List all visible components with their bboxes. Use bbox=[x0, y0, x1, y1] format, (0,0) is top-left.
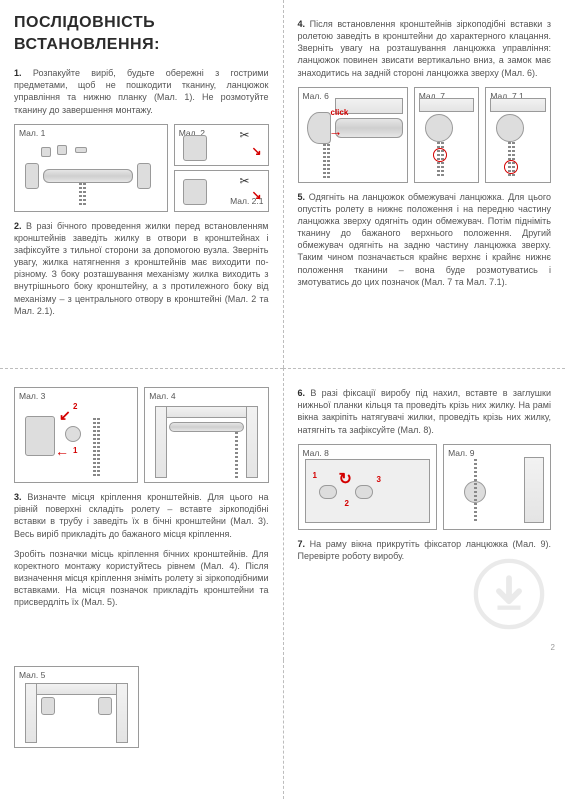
figure-4-label: Мал. 4 bbox=[149, 391, 175, 402]
fig-row-8-9: Мал. 8 ↻ 1 2 3 Мал. 9 bbox=[298, 444, 552, 530]
figure-9-label: Мал. 9 bbox=[448, 448, 474, 459]
step-3-text: Визначте місця кріплення кронштейнів. Дл… bbox=[14, 492, 269, 538]
step-5-num: 5. bbox=[298, 192, 306, 202]
step-3b: Зробіть позначки місць кріплення бічних … bbox=[14, 548, 269, 609]
step-4-text: Після встановлення кронштейнів зіркоподі… bbox=[298, 19, 552, 78]
step-4-num: 4. bbox=[298, 19, 306, 29]
page-title: ПОСЛІДОВНІСТЬ ВСТАНОВЛЕННЯ: bbox=[14, 12, 269, 55]
fig-row-5: Мал. 5 bbox=[14, 666, 269, 748]
fig-row-3-4: Мал. 3 ↙ 2 ← 1 Мал. 4 bbox=[14, 387, 269, 483]
cell-3-1: Мал. 5 bbox=[0, 660, 283, 799]
fig-row-1-2: Мал. 1 Мал. 2 ✂ ↘ Мал. 2.1 bbox=[14, 124, 269, 212]
fig8-n2: 2 bbox=[345, 499, 349, 510]
step-7-num: 7. bbox=[298, 539, 306, 549]
step-3-num: 3. bbox=[14, 492, 22, 502]
step-5-text: Одягніть на ланцюжок обмежувачі ланцюжка… bbox=[298, 192, 552, 287]
step-3: 3. Визначте місця кріплення кронштейнів.… bbox=[14, 491, 269, 540]
step-7: 7. На раму вікна прикрутіть фіксатор лан… bbox=[298, 538, 552, 562]
figure-8-label: Мал. 8 bbox=[303, 448, 329, 459]
figure-6-label: Мал. 6 bbox=[303, 91, 329, 102]
figure-6: Мал. 6 click → bbox=[298, 87, 408, 183]
step-2: 2. В разі бічного проведення жилки перед… bbox=[14, 220, 269, 317]
figure-1: Мал. 1 bbox=[14, 124, 168, 212]
step-2-num: 2. bbox=[14, 221, 22, 231]
cell-1-2: 4. Після встановлення кронштейнів зіркоп… bbox=[283, 0, 565, 368]
step-7-text: На раму вікна прикрутіть фіксатор ланцюж… bbox=[298, 539, 552, 561]
step-1-text: Розпакуйте виріб, будьте обережні з гост… bbox=[14, 68, 269, 114]
figure-7: Мал. 7 bbox=[414, 87, 480, 183]
fig-row-6-7: Мал. 6 click → Мал. 7 Мал. 7.1 bbox=[298, 87, 552, 183]
instruction-page: ПОСЛІДОВНІСТЬ ВСТАНОВЛЕННЯ: 1. Розпакуйт… bbox=[0, 0, 565, 799]
figure-2: Мал. 2 ✂ ↘ bbox=[174, 124, 269, 166]
figure-3-label: Мал. 3 bbox=[19, 391, 45, 402]
step-4: 4. Після встановлення кронштейнів зіркоп… bbox=[298, 18, 552, 79]
step-2-text: В разі бічного проведення жилки перед вс… bbox=[14, 221, 269, 316]
step-6-text: В разі фіксації виробу під нахил, вставт… bbox=[298, 388, 552, 434]
cell-2-1: Мал. 3 ↙ 2 ← 1 Мал. 4 3. Визначте місця … bbox=[0, 368, 283, 660]
step-6-num: 6. bbox=[298, 388, 306, 398]
figure-7-1: Мал. 7.1 bbox=[485, 87, 551, 183]
figure-1-label: Мал. 1 bbox=[19, 128, 45, 139]
fig8-n3: 3 bbox=[377, 475, 381, 486]
figure-5-label: Мал. 5 bbox=[19, 670, 45, 681]
figure-3: Мал. 3 ↙ 2 ← 1 bbox=[14, 387, 138, 483]
fig3-num-1: 1 bbox=[73, 446, 77, 457]
figure-2-1: Мал. 2.1 ✂ ↘ bbox=[174, 170, 269, 212]
fig3-num-2: 2 bbox=[73, 402, 77, 413]
click-text: click bbox=[331, 108, 349, 119]
figure-5: Мал. 5 bbox=[14, 666, 139, 748]
cell-3-2 bbox=[283, 660, 565, 799]
watermark-icon bbox=[473, 558, 545, 630]
scissors-icon: ✂ bbox=[239, 127, 249, 143]
figure-4: Мал. 4 bbox=[144, 387, 268, 483]
step-1-num: 1. bbox=[14, 68, 22, 78]
scissors-icon: ✂ bbox=[239, 173, 249, 189]
step-1: 1. Розпакуйте виріб, будьте обережні з г… bbox=[14, 67, 269, 116]
fig8-n1: 1 bbox=[313, 471, 317, 482]
step-3b-text: Зробіть позначки місць кріплення бічних … bbox=[14, 549, 269, 608]
figure-9: Мал. 9 bbox=[443, 444, 551, 530]
cell-2-2: 6. В разі фіксації виробу під нахил, вст… bbox=[283, 368, 565, 660]
page-number: 2 bbox=[551, 643, 555, 654]
figure-8: Мал. 8 ↻ 1 2 3 bbox=[298, 444, 438, 530]
step-5: 5. Одягніть на ланцюжок обмежувачі ланцю… bbox=[298, 191, 552, 288]
step-6: 6. В разі фіксації виробу під нахил, вст… bbox=[298, 387, 552, 436]
cell-1-1: ПОСЛІДОВНІСТЬ ВСТАНОВЛЕННЯ: 1. Розпакуйт… bbox=[0, 0, 283, 368]
